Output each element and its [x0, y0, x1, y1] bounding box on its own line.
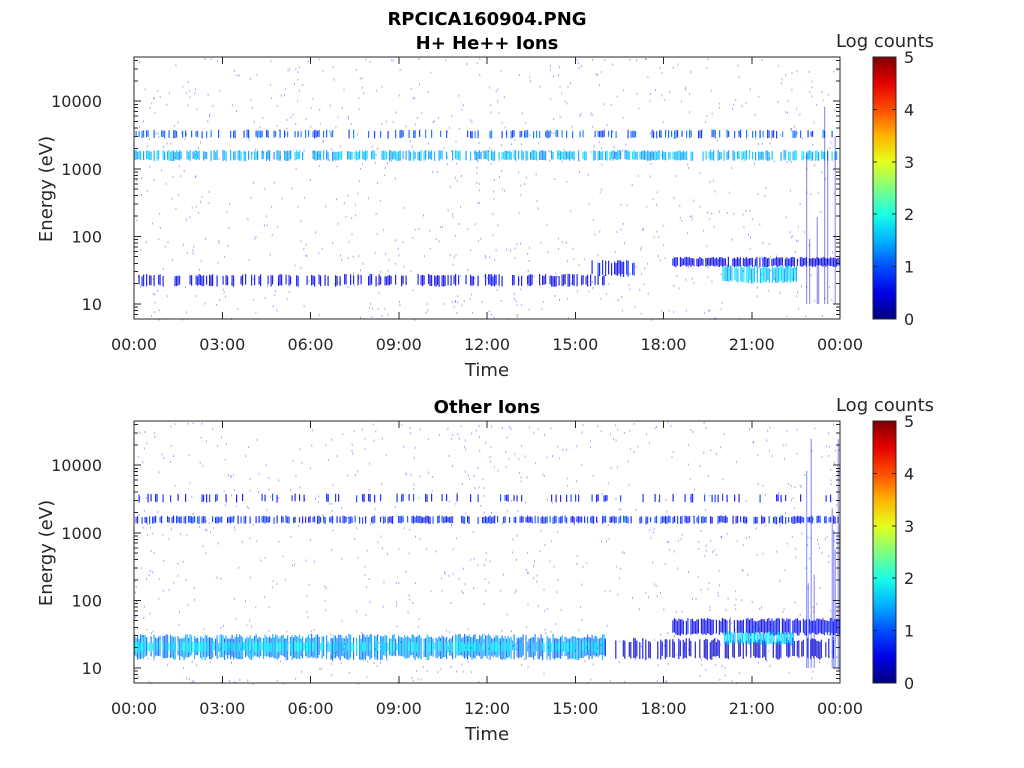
- x-tick-label: 21:00: [729, 335, 775, 354]
- feature-evening-intense-patch: [722, 265, 797, 284]
- panel-2-colorbar-label: Log counts: [836, 395, 934, 416]
- panel-1-ylabel: Energy (eV): [36, 136, 57, 242]
- x-tick-label: 21:00: [729, 699, 775, 718]
- colorbar-tick-label: 3: [904, 517, 914, 536]
- colorbar-gradient: [872, 56, 897, 320]
- x-tick-label: 12:00: [464, 699, 510, 718]
- x-tick-label: 06:00: [287, 335, 333, 354]
- panel-2-ylabel: Energy (eV): [36, 500, 57, 606]
- x-tick-label: 18:00: [640, 335, 686, 354]
- y-tick-label: 10: [82, 295, 102, 314]
- x-tick-label: 00:00: [111, 699, 157, 718]
- feature-low-energy-band-core: [134, 641, 604, 653]
- colorbar-tick-label: 4: [904, 464, 914, 483]
- x-tick-label: 09:00: [376, 335, 422, 354]
- feature-late-vertical-spikes: [806, 106, 836, 304]
- colorbar-tick-label: 3: [904, 153, 914, 172]
- spectrogram-h-he-ions: [134, 57, 840, 321]
- spectrogram-other-ions: [134, 421, 841, 685]
- feature-main-energy-band: [134, 149, 838, 162]
- x-tick-label: 03:00: [199, 699, 245, 718]
- panel-1-colorbar-label: Log counts: [836, 31, 934, 52]
- background-noise: [136, 57, 838, 321]
- x-tick-label: 15:00: [552, 335, 598, 354]
- panel-2-xlabel: Time: [464, 724, 509, 745]
- feature-low-energy-enhancement: [591, 260, 635, 277]
- figure-title: RPCICA160904.PNG: [387, 9, 586, 30]
- panel-1-axes: 10 100 1000 10000 00:00 03:00 06:00 09:00 12:00 1…: [51, 56, 863, 354]
- y-tick-label: 1000: [61, 160, 102, 179]
- x-tick-label: 00:00: [111, 335, 157, 354]
- x-tick-label: 00:00: [817, 699, 863, 718]
- y-tick-label: 1000: [61, 524, 102, 543]
- panel-1-colorbar: 0 1 2 3 4 5: [872, 48, 914, 329]
- y-tick-label: 10000: [51, 92, 102, 111]
- x-tick-label: 06:00: [287, 699, 333, 718]
- x-tick-label: 00:00: [817, 335, 863, 354]
- panel-1-xlabel: Time: [464, 360, 509, 381]
- panel-1-title: H+ He++ Ions: [416, 33, 559, 54]
- panel-2-colorbar: 0 1 2 3 4 5: [872, 412, 914, 693]
- y-tick-label: 100: [71, 591, 102, 610]
- x-tick-label: 18:00: [640, 699, 686, 718]
- colorbar-tick-label: 5: [904, 48, 914, 67]
- background-noise: [134, 421, 841, 685]
- colorbar-tick-label: 2: [904, 569, 914, 588]
- x-tick-label: 09:00: [376, 699, 422, 718]
- colorbar-gradient: [872, 420, 897, 684]
- feature-main-energy-band: [135, 515, 839, 524]
- panel-2-title: Other Ions: [434, 397, 541, 418]
- y-tick-label: 100: [71, 227, 102, 246]
- colorbar-tick-label: 0: [904, 310, 914, 329]
- colorbar-tick-label: 0: [904, 674, 914, 693]
- y-tick-label: 10000: [51, 456, 102, 475]
- colorbar-tick-label: 1: [904, 258, 914, 277]
- feature-upper-energy-band: [135, 129, 833, 139]
- feature-evening-intense-patch: [723, 631, 794, 645]
- colorbar-tick-label: 1: [904, 622, 914, 641]
- feature-low-energy-band: [138, 273, 605, 287]
- plot-frame: [133, 56, 841, 320]
- x-tick-label: 12:00: [464, 335, 510, 354]
- y-tick-label: 10: [82, 659, 102, 678]
- feature-evening-band: [672, 256, 840, 268]
- colorbar-tick-label: 2: [904, 205, 914, 224]
- feature-afternoon-band: [604, 637, 834, 661]
- feature-evening-band: [672, 618, 840, 636]
- x-tick-label: 03:00: [199, 335, 245, 354]
- panel-2-axes: 10 100 1000 10000 00:00 03:00 06:00 09:00 12:00 1…: [51, 420, 863, 718]
- x-tick-label: 15:00: [552, 699, 598, 718]
- colorbar-tick-label: 5: [904, 412, 914, 431]
- colorbar-tick-label: 4: [904, 100, 914, 119]
- feature-upper-energy-band: [138, 493, 832, 503]
